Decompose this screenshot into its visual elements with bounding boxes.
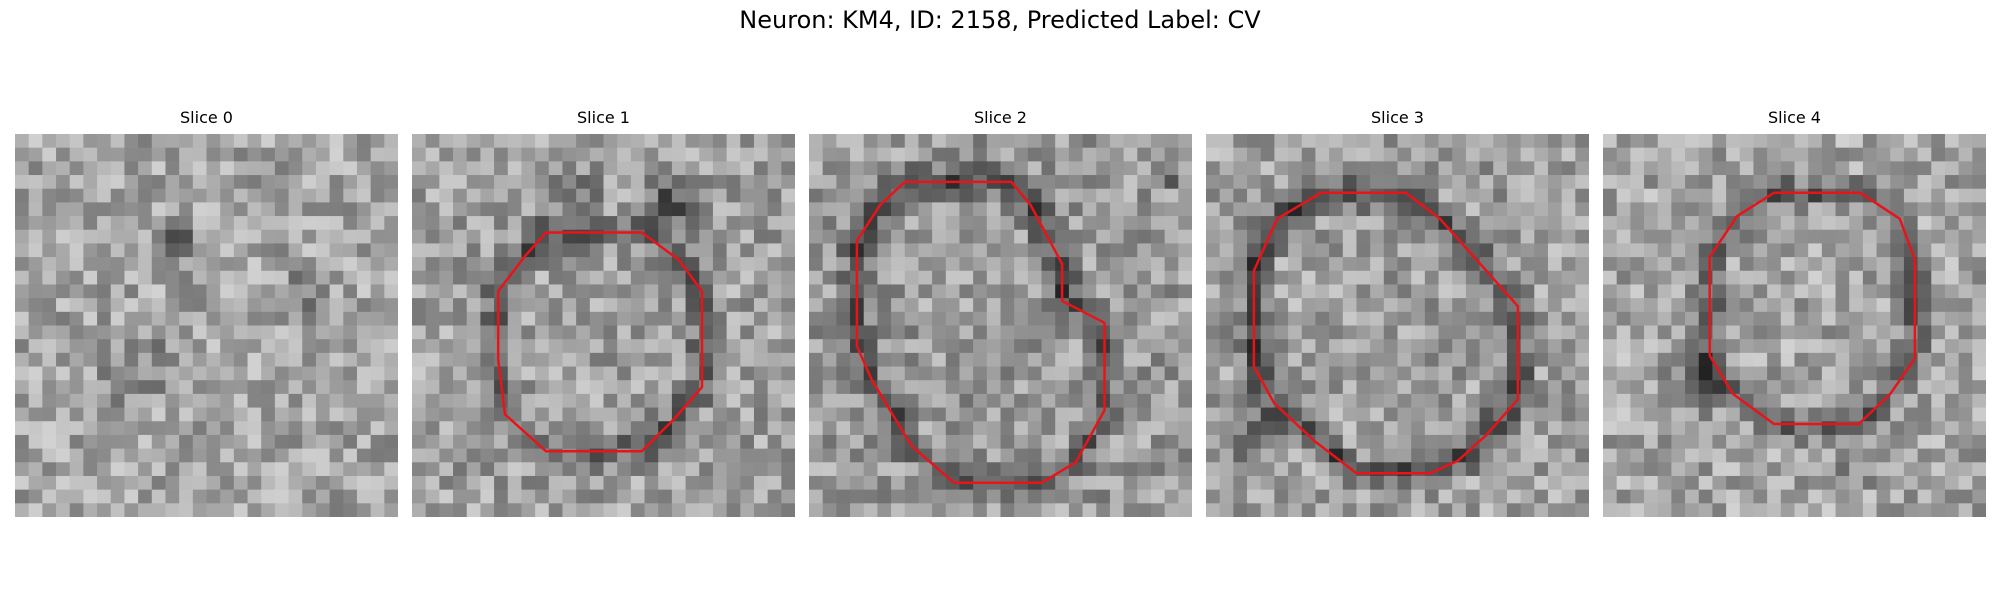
slice-title: Slice 0 — [180, 108, 233, 127]
figure-title: Neuron: KM4, ID: 2158, Predicted Label: … — [739, 6, 1261, 34]
microscopy-image — [1603, 134, 1986, 517]
slice-panel-1: Slice 1 — [412, 108, 795, 528]
slice-title: Slice 3 — [1371, 108, 1424, 127]
slice-title: Slice 2 — [974, 108, 1027, 127]
microscopy-image — [1206, 134, 1589, 517]
slice-panel-3: Slice 3 — [1206, 108, 1589, 528]
microscopy-image — [15, 134, 398, 517]
slice-title: Slice 4 — [1768, 108, 1821, 127]
slice-title: Slice 1 — [577, 108, 630, 127]
slice-panel-2: Slice 2 — [809, 108, 1192, 528]
segmentation-contour — [1708, 191, 1917, 426]
segmentation-contour — [855, 180, 1106, 485]
slice-panel-0: Slice 0 — [15, 108, 398, 528]
microscopy-image — [809, 134, 1192, 517]
segmentation-contour — [496, 231, 704, 453]
segmentation-contour — [1252, 191, 1520, 475]
microscopy-image — [412, 134, 795, 517]
slice-panel-4: Slice 4 — [1603, 108, 1986, 528]
